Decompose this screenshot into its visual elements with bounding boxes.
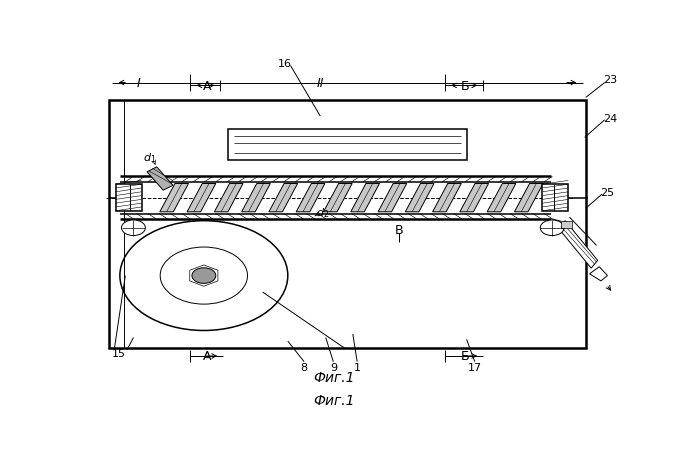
Bar bbox=[228, 129, 467, 161]
Text: 23: 23 bbox=[603, 75, 617, 85]
Text: 17: 17 bbox=[468, 362, 482, 372]
Polygon shape bbox=[405, 184, 434, 213]
Text: I: I bbox=[137, 77, 140, 90]
Polygon shape bbox=[160, 184, 189, 213]
Polygon shape bbox=[514, 184, 543, 213]
Polygon shape bbox=[589, 267, 607, 281]
Polygon shape bbox=[215, 184, 243, 213]
Polygon shape bbox=[378, 184, 407, 213]
Text: II: II bbox=[317, 77, 324, 90]
Circle shape bbox=[120, 221, 288, 331]
Polygon shape bbox=[351, 184, 380, 213]
Circle shape bbox=[160, 247, 247, 304]
Polygon shape bbox=[433, 184, 461, 213]
Text: 9: 9 bbox=[330, 362, 337, 372]
Circle shape bbox=[122, 220, 145, 236]
Polygon shape bbox=[460, 184, 489, 213]
Polygon shape bbox=[187, 184, 216, 213]
Circle shape bbox=[192, 268, 216, 284]
Text: В: В bbox=[394, 224, 403, 236]
Text: 16: 16 bbox=[278, 59, 292, 69]
Text: Б: Б bbox=[461, 79, 470, 92]
Polygon shape bbox=[296, 184, 325, 213]
Polygon shape bbox=[269, 184, 298, 213]
Text: $d_2$: $d_2$ bbox=[317, 206, 330, 220]
Polygon shape bbox=[324, 184, 352, 213]
Text: Фиг.1: Фиг.1 bbox=[313, 369, 354, 384]
Bar bbox=[542, 185, 568, 211]
Text: 24: 24 bbox=[603, 114, 617, 123]
Bar bbox=[109, 101, 586, 348]
Text: $d_1$: $d_1$ bbox=[143, 151, 157, 164]
Text: 8: 8 bbox=[301, 362, 308, 372]
Text: 15: 15 bbox=[112, 349, 126, 359]
Polygon shape bbox=[242, 184, 271, 213]
Text: Фиг.1: Фиг.1 bbox=[313, 393, 354, 407]
Polygon shape bbox=[487, 184, 516, 213]
Bar bbox=[115, 185, 141, 211]
Text: А: А bbox=[203, 79, 212, 92]
Text: А: А bbox=[203, 349, 212, 362]
Text: Б: Б bbox=[461, 349, 470, 362]
Polygon shape bbox=[559, 221, 598, 269]
Text: 1: 1 bbox=[354, 362, 361, 372]
Polygon shape bbox=[147, 168, 173, 191]
Text: 25: 25 bbox=[600, 188, 614, 198]
Circle shape bbox=[540, 220, 564, 236]
Polygon shape bbox=[561, 222, 572, 229]
